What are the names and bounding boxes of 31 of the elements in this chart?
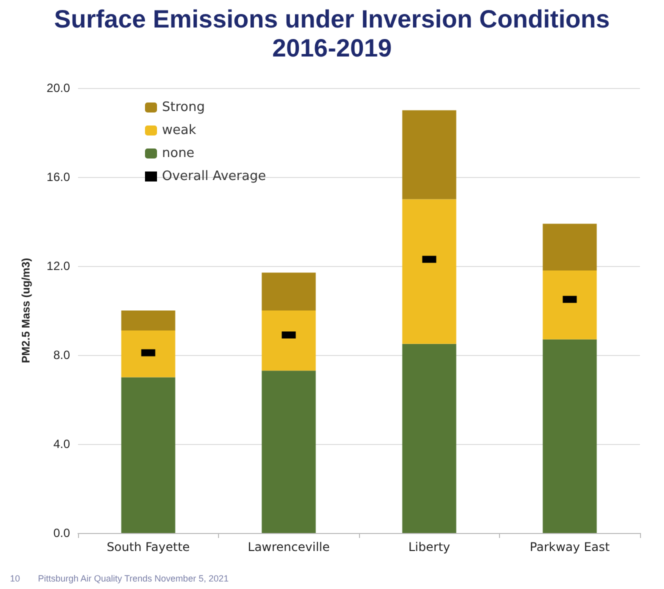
legend-label: none	[162, 146, 194, 161]
chart-subtitle: 2016-2019	[272, 34, 392, 62]
bar	[542, 224, 597, 270]
x-tick-label: Liberty	[408, 540, 450, 554]
bar	[262, 310, 316, 371]
y-tick-label: 16.0	[46, 170, 70, 184]
y-axis-title: PM2.5 Mass (ug/m3)	[20, 258, 32, 364]
y-tick-label: 12.0	[46, 259, 70, 273]
bar	[121, 330, 176, 378]
y-tick-label: 20.0	[46, 81, 70, 95]
bar	[262, 370, 316, 533]
y-tick-label: 8.0	[53, 348, 70, 362]
legend-label: Overall Average	[162, 169, 266, 184]
legend-label: Strong	[162, 100, 205, 115]
x-tick-label: South Fayette	[106, 540, 190, 554]
text: Pittsburgh Air Quality Trends November 5, 2021	[38, 574, 229, 584]
bar	[121, 377, 176, 533]
x-tick-label: Lawrenceville	[248, 540, 330, 554]
bar	[542, 339, 597, 533]
bar	[262, 272, 316, 310]
bar	[121, 310, 176, 331]
text: 10	[10, 574, 20, 584]
chart-title: Surface Emissions under Inversion Conditions	[54, 6, 610, 34]
bar	[402, 110, 456, 200]
y-tick-label: 0.0	[53, 526, 70, 540]
bar	[402, 199, 456, 344]
bar	[542, 270, 597, 340]
bar	[402, 344, 456, 533]
x-tick-label: Parkway East	[530, 540, 610, 554]
legend-label: weak	[162, 123, 197, 138]
y-tick-label: 4.0	[53, 437, 70, 451]
